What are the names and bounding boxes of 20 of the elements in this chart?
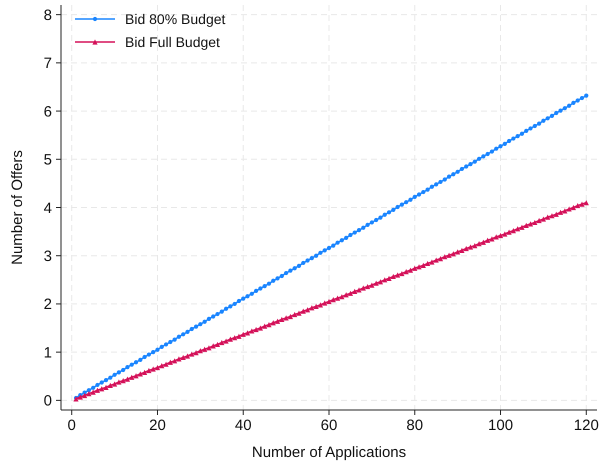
x-tick-label: 120 bbox=[574, 417, 599, 434]
y-tick-label: 0 bbox=[44, 392, 52, 410]
y-axis-title: Number of Offers bbox=[9, 150, 26, 265]
y-tick-label: 6 bbox=[44, 103, 52, 120]
y-tick-label: 8 bbox=[44, 6, 52, 24]
x-tick-label: 80 bbox=[406, 417, 424, 434]
legend-label: Bid 80% Budget bbox=[125, 10, 226, 27]
x-axis-title: Number of Applications bbox=[252, 444, 406, 461]
x-tick-label: 20 bbox=[149, 417, 166, 434]
x-tick-label: 100 bbox=[488, 417, 514, 434]
x-tick-label: 60 bbox=[320, 417, 338, 434]
y-tick-label: 4 bbox=[44, 200, 52, 217]
y-tick-label: 5 bbox=[44, 152, 52, 169]
legend-label: Bid Full Budget bbox=[125, 34, 220, 50]
x-tick-label: 40 bbox=[234, 417, 252, 434]
y-tick-label: 1 bbox=[44, 344, 52, 362]
y-tick-label: 2 bbox=[44, 296, 52, 314]
x-tick-label: 0 bbox=[68, 417, 76, 434]
y-tick-label: 7 bbox=[44, 55, 52, 72]
y-tick-label: 3 bbox=[44, 248, 52, 265]
